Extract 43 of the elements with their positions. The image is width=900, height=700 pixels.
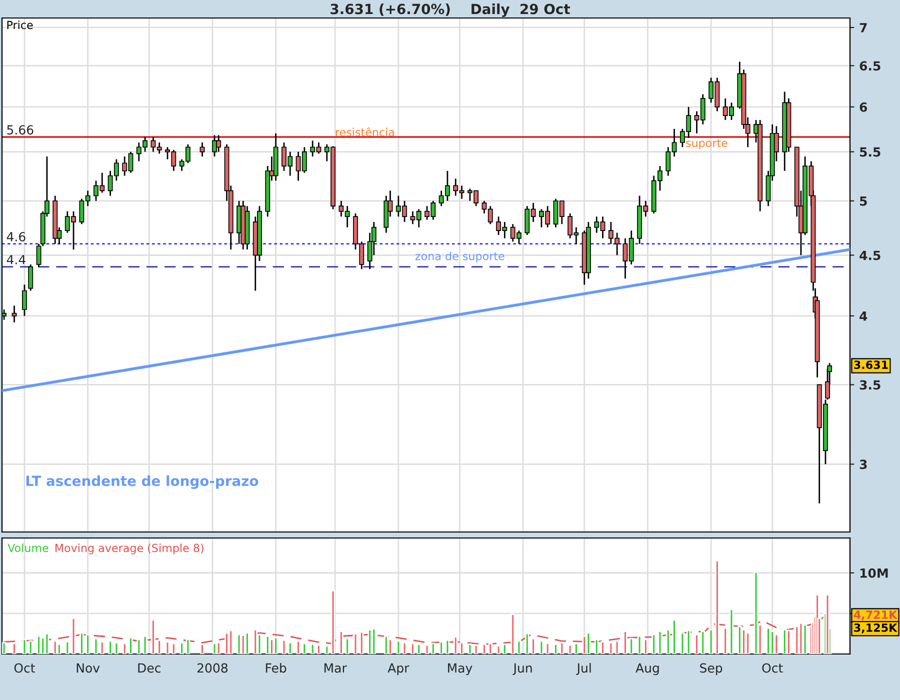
annotation: LT ascendente de longo-prazo xyxy=(26,475,258,489)
ref-line-label: 4.6 xyxy=(6,232,26,242)
annotation: suporte xyxy=(686,139,728,150)
annotation: resistência xyxy=(336,127,394,136)
y-tick-label: 6 xyxy=(860,102,868,112)
x-tick-label: May xyxy=(448,663,472,676)
x-tick-label: Jun xyxy=(512,663,532,676)
y-tick-label: 3 xyxy=(860,460,867,470)
ref-line-label: 5.66 xyxy=(7,125,34,135)
annotation: zona de suporte xyxy=(415,252,504,262)
x-tick-label: 2008 xyxy=(197,663,228,673)
candlestick xyxy=(28,264,34,292)
x-tick-label: Mar xyxy=(324,663,347,673)
y-tick-label: 4 xyxy=(860,312,868,321)
candlestick xyxy=(216,134,222,152)
candlestick xyxy=(200,142,205,158)
y-tick-label: 3.5 xyxy=(860,380,880,390)
text: Volume xyxy=(8,544,48,552)
x-tick-label: Nov xyxy=(76,663,100,673)
x-tick-label: Oct xyxy=(14,663,35,673)
annotation: 3.631 xyxy=(854,360,888,369)
annotation: 3,125K xyxy=(854,623,898,634)
candlestick xyxy=(212,134,217,158)
x-tick-label: Sep xyxy=(700,663,722,676)
x-tick-label: Apr xyxy=(388,663,410,676)
chart-title: 3.631 (+6.70%) Daily 29 Oct xyxy=(330,4,570,18)
annotation: Price xyxy=(7,20,33,30)
x-tick-label: Feb xyxy=(266,663,286,673)
x-tick-label: Dec xyxy=(138,663,160,673)
y-tick-label: 7 xyxy=(860,23,867,32)
y-tick-label: 4.5 xyxy=(860,250,880,260)
y-tick-label: 5 xyxy=(860,196,867,206)
candlestick xyxy=(12,304,17,324)
x-tick-label: Aug xyxy=(636,663,659,676)
x-tick-label: Jul xyxy=(576,663,591,676)
ref-line-label: 4.4 xyxy=(6,255,26,264)
y-tick-label: 10M xyxy=(860,568,888,578)
y-tick-label: 5.5 xyxy=(860,147,880,157)
x-tick-label: Oct xyxy=(762,663,783,673)
candlestick xyxy=(22,284,27,317)
annotation: 4,721K xyxy=(854,610,898,620)
text: Moving average (Simple 8) xyxy=(56,544,204,554)
y-tick-label: 6.5 xyxy=(860,61,880,71)
